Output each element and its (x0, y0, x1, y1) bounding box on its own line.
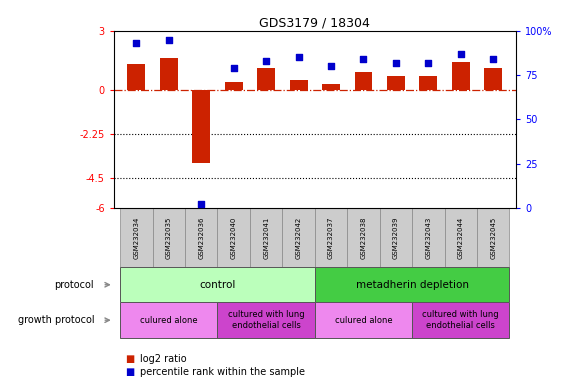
Bar (315, 303, 412, 338)
Bar (315, 208, 347, 267)
Point (262, 58, 271, 64)
Text: ■: ■ (125, 367, 135, 377)
Text: GSM232039: GSM232039 (393, 216, 399, 259)
Text: growth protocol: growth protocol (17, 315, 94, 325)
Bar (128, 64, 145, 90)
Bar (160, 58, 178, 90)
Text: GSM232044: GSM232044 (458, 216, 464, 258)
Point (391, 60, 401, 66)
Text: culured alone: culured alone (140, 316, 198, 325)
Bar (380, 208, 412, 267)
Text: GSM232041: GSM232041 (263, 216, 269, 259)
Bar (322, 84, 340, 90)
Point (489, 56, 498, 62)
Text: GSM232045: GSM232045 (490, 216, 496, 258)
Text: GSM232036: GSM232036 (198, 216, 204, 259)
Bar (290, 80, 307, 90)
Point (456, 51, 465, 57)
Bar (315, 267, 510, 303)
Point (294, 54, 303, 60)
Text: metadherin depletion: metadherin depletion (356, 280, 469, 290)
Text: GSM232042: GSM232042 (296, 216, 301, 258)
Bar (354, 72, 373, 90)
Bar (452, 62, 470, 90)
Text: log2 ratio: log2 ratio (140, 354, 187, 364)
Bar (120, 303, 217, 338)
Bar (445, 208, 477, 267)
Bar (282, 208, 315, 267)
Point (196, 201, 206, 207)
Bar (120, 208, 153, 267)
Text: GSM232038: GSM232038 (360, 216, 367, 259)
Bar (153, 208, 185, 267)
Point (359, 56, 368, 62)
Bar (347, 208, 380, 267)
Point (424, 60, 433, 66)
Text: GSM232043: GSM232043 (426, 216, 431, 259)
Text: GSM232037: GSM232037 (328, 216, 334, 259)
Text: percentile rank within the sample: percentile rank within the sample (140, 367, 305, 377)
Text: GSM232034: GSM232034 (134, 216, 139, 259)
Bar (387, 76, 405, 90)
Bar (412, 208, 445, 267)
Title: GDS3179 / 18304: GDS3179 / 18304 (259, 17, 370, 30)
Bar (185, 208, 217, 267)
Bar (192, 90, 210, 163)
Bar (484, 68, 502, 90)
Text: culured alone: culured alone (335, 316, 392, 325)
Point (132, 40, 141, 46)
Bar (225, 82, 243, 90)
Text: ■: ■ (125, 354, 135, 364)
Text: protocol: protocol (55, 280, 94, 290)
Text: control: control (199, 280, 236, 290)
Point (229, 65, 238, 71)
Bar (217, 208, 250, 267)
Bar (419, 76, 437, 90)
Bar (477, 208, 510, 267)
Point (326, 63, 336, 69)
Text: GSM232035: GSM232035 (166, 216, 172, 259)
Bar (250, 208, 282, 267)
Bar (412, 303, 510, 338)
Bar (120, 267, 315, 303)
Text: GSM232040: GSM232040 (231, 216, 237, 259)
Point (164, 36, 174, 43)
Text: cultured with lung
endothelial cells: cultured with lung endothelial cells (423, 311, 499, 330)
Text: cultured with lung
endothelial cells: cultured with lung endothelial cells (228, 311, 304, 330)
Bar (217, 303, 315, 338)
Bar (257, 68, 275, 90)
